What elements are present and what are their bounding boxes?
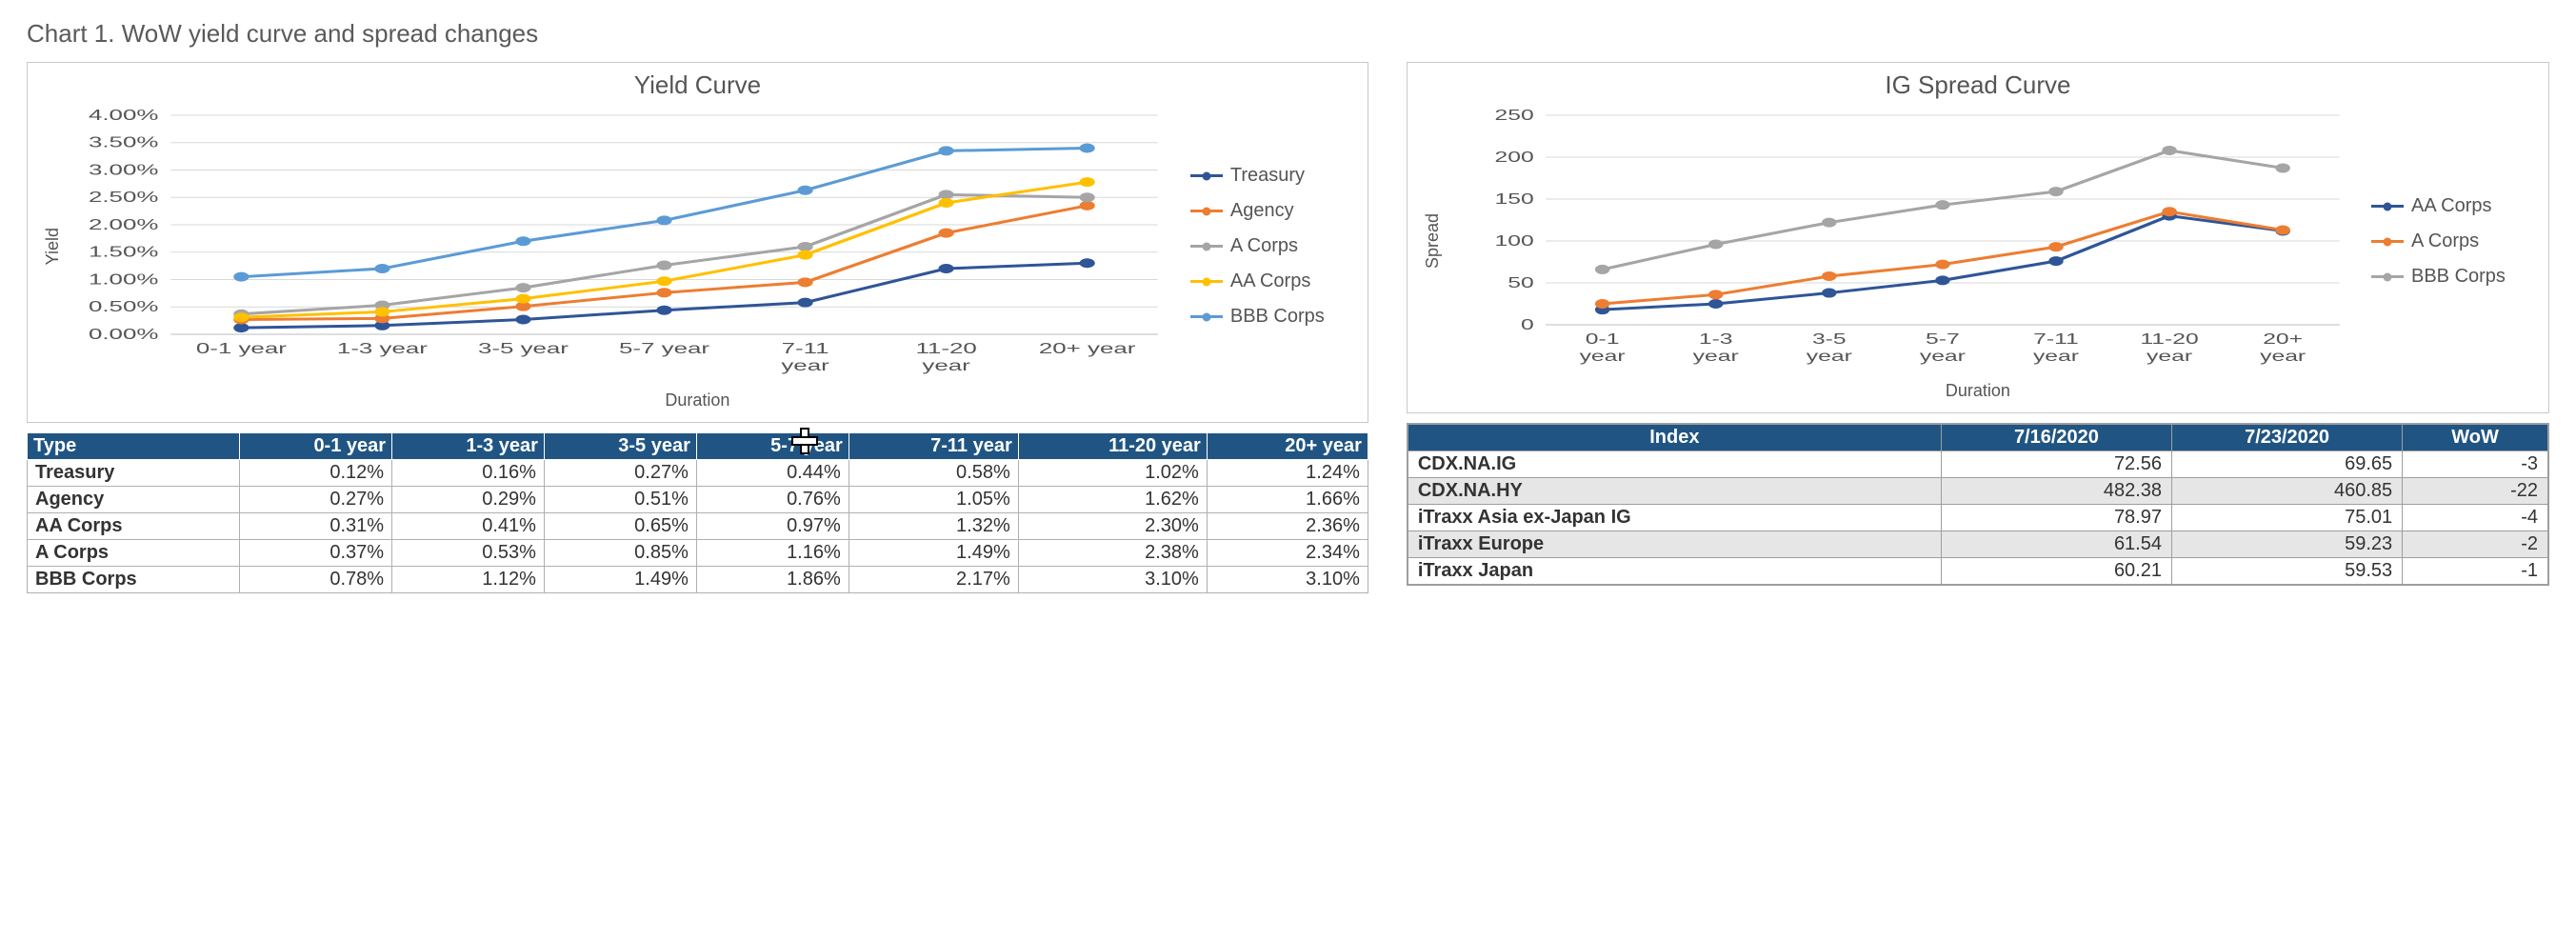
svg-text:1.00%: 1.00% — [89, 270, 158, 288]
col-header: 1-3 year — [392, 433, 545, 460]
legend: AA Corps A Corps BBB Corps — [2354, 195, 2535, 288]
legend-item: AA Corps — [1190, 270, 1354, 292]
svg-text:1-3: 1-3 — [1699, 330, 1733, 348]
svg-text:0: 0 — [1521, 316, 1534, 333]
table-row: BBB Corps0.78%1.12%1.49%1.86%2.17%3.10%3… — [28, 567, 1368, 593]
svg-text:3-5 year: 3-5 year — [478, 340, 569, 357]
svg-text:3-5: 3-5 — [1812, 330, 1847, 348]
table-row: iTraxx Japan60.2159.53-1 — [1408, 558, 2548, 586]
svg-text:2.00%: 2.00% — [89, 216, 158, 233]
svg-text:year: year — [1693, 348, 1739, 365]
col-header: 7/16/2020 — [1941, 424, 2171, 451]
spread-curve-chart: IG Spread Curve Spread 0 50 100 150 200 250 0-… — [1407, 62, 2549, 413]
svg-text:0.50%: 0.50% — [89, 298, 158, 315]
legend: Treasury Agency A Corps AA Corps BBB Corps — [1173, 165, 1354, 328]
svg-text:year: year — [2147, 348, 2192, 365]
col-header: 5-7 year — [696, 433, 849, 460]
svg-text:0-1 year: 0-1 year — [196, 340, 287, 357]
svg-text:year: year — [2260, 348, 2306, 365]
svg-text:11-20: 11-20 — [2140, 330, 2198, 348]
legend-item: BBB Corps — [1190, 306, 1354, 328]
col-header: 3-5 year — [544, 433, 696, 460]
svg-text:1.50%: 1.50% — [89, 244, 158, 261]
table-row: AA Corps0.31%0.41%0.65%0.97%1.32%2.30%2.… — [28, 513, 1368, 540]
svg-text:year: year — [1579, 348, 1625, 365]
table-row: CDX.NA.IG72.5669.65-3 — [1408, 451, 2548, 478]
col-header: Index — [1408, 424, 1942, 451]
svg-text:4.00%: 4.00% — [89, 107, 158, 124]
table-row: CDX.NA.HY482.38460.85-22 — [1408, 478, 2548, 505]
svg-text:year: year — [781, 357, 829, 374]
svg-text:20+: 20+ — [2263, 330, 2303, 348]
svg-text:200: 200 — [1494, 149, 1533, 166]
svg-text:1-3 year: 1-3 year — [337, 340, 428, 357]
col-header: 7/23/2020 — [2172, 424, 2403, 451]
legend-item: Treasury — [1190, 165, 1354, 187]
svg-text:20+ year: 20+ year — [1039, 340, 1135, 357]
legend-item: BBB Corps — [2371, 266, 2535, 288]
col-header: 20+ year — [1207, 433, 1368, 460]
svg-text:2.50%: 2.50% — [89, 189, 158, 206]
table-row: iTraxx Europe61.5459.23-2 — [1408, 531, 2548, 558]
page-title: Chart 1. WoW yield curve and spread chan… — [27, 19, 2549, 49]
x-axis-label: Duration — [1421, 381, 2535, 401]
col-header: 11-20 year — [1018, 433, 1207, 460]
col-header: 0-1 year — [240, 433, 392, 460]
svg-text:5-7: 5-7 — [1926, 330, 1960, 348]
table-row: A Corps0.37%0.53%0.85%1.16%1.49%2.38%2.3… — [28, 540, 1368, 567]
svg-text:3.00%: 3.00% — [89, 161, 158, 178]
index-data-table: Index7/16/20207/23/2020WoWCDX.NA.IG72.56… — [1407, 423, 2549, 586]
svg-text:year: year — [1920, 348, 1966, 365]
svg-text:50: 50 — [1508, 274, 1533, 291]
svg-text:100: 100 — [1494, 232, 1533, 250]
svg-text:5-7 year: 5-7 year — [619, 340, 709, 357]
col-header: 7-11 year — [849, 433, 1018, 460]
col-header: WoW — [2403, 424, 2548, 451]
table-row: iTraxx Asia ex-Japan IG78.9775.01-4 — [1408, 505, 2548, 531]
svg-text:year: year — [2033, 348, 2079, 365]
svg-text:7-11: 7-11 — [782, 340, 829, 357]
y-axis-label: Spread — [1421, 213, 1443, 269]
svg-text:3.50%: 3.50% — [89, 134, 158, 151]
svg-text:0-1: 0-1 — [1586, 330, 1620, 348]
svg-text:year: year — [1807, 348, 1852, 365]
chart-title: Yield Curve — [41, 70, 1354, 100]
svg-text:250: 250 — [1494, 107, 1533, 124]
legend-item: A Corps — [1190, 235, 1354, 257]
x-axis-label: Duration — [41, 390, 1354, 410]
table-row: Treasury0.12%0.16%0.27%0.44%0.58%1.02%1.… — [28, 460, 1368, 487]
yield-data-table: Type0-1 year1-3 year3-5 year5-7 year7-11… — [27, 432, 1368, 593]
svg-text:0.00%: 0.00% — [89, 326, 158, 343]
legend-item: AA Corps — [2371, 195, 2535, 217]
svg-text:7-11: 7-11 — [2033, 330, 2079, 348]
chart-title: IG Spread Curve — [1421, 70, 2535, 100]
svg-text:year: year — [922, 357, 969, 374]
y-axis-label: Yield — [41, 228, 63, 265]
svg-text:11-20: 11-20 — [915, 340, 976, 357]
col-header: Type — [28, 433, 240, 460]
svg-text:150: 150 — [1494, 190, 1533, 208]
legend-item: A Corps — [2371, 230, 2535, 252]
table-row: Agency0.27%0.29%0.51%0.76%1.05%1.62%1.66… — [28, 487, 1368, 513]
legend-item: Agency — [1190, 200, 1354, 222]
yield-curve-chart: Yield Curve Yield 0.00% 0.50% 1.00% 1.50% 2.… — [27, 62, 1368, 423]
